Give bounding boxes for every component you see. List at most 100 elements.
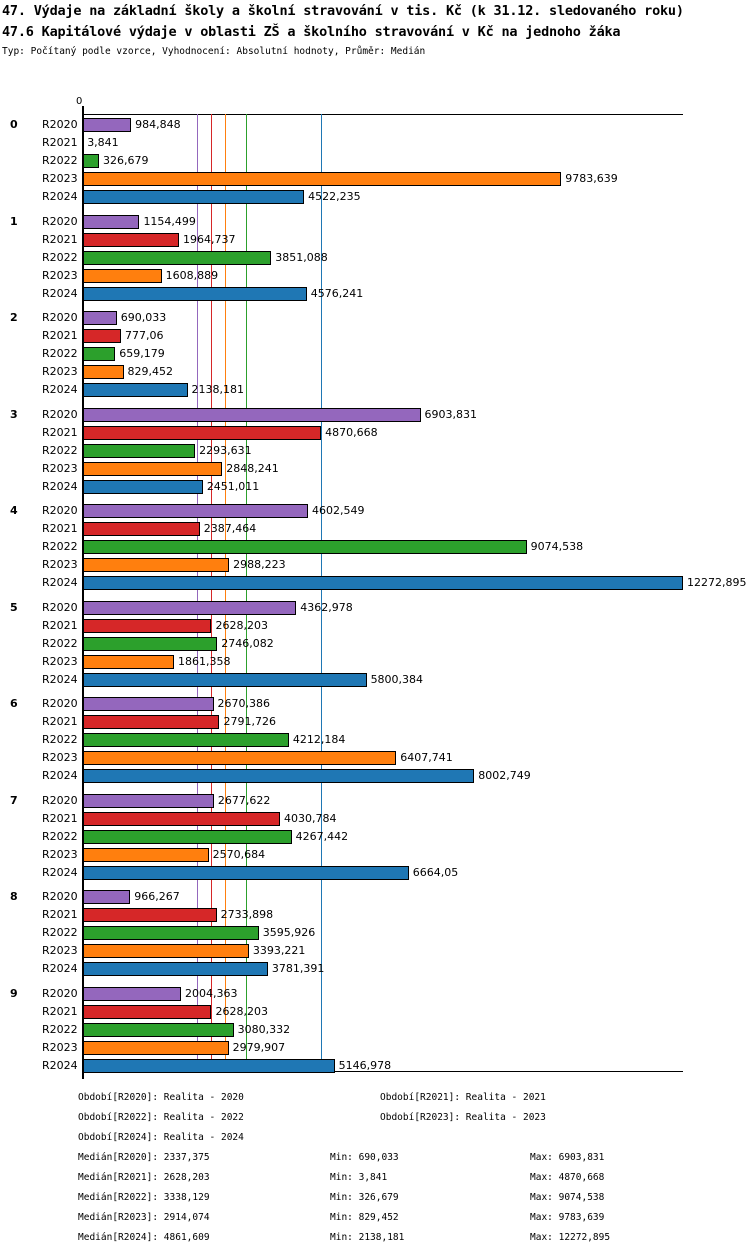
group-label: 4 (10, 504, 18, 517)
bar-r2024[interactable] (83, 576, 683, 591)
legend-min-value: Min: 2138,181 (330, 1232, 405, 1243)
bar-r2021[interactable] (83, 811, 281, 826)
page-subtitle: 47.6 Kapitálové výdaje v oblasti ZŠ a šk… (2, 24, 621, 40)
bar-value-label: 2746,082 (221, 636, 274, 650)
bar-r2022[interactable] (83, 829, 292, 844)
bar-r2024[interactable] (83, 383, 188, 398)
bar-row-label: R2022 (42, 1022, 78, 1036)
bar-r2020[interactable] (83, 793, 214, 808)
bar-r2021[interactable] (83, 1004, 212, 1019)
bar-r2020[interactable] (83, 890, 131, 904)
bar-value-label: 6903,831 (424, 407, 478, 421)
bar-r2023[interactable] (83, 365, 124, 380)
bar-r2023[interactable] (83, 847, 209, 862)
bar-r2022[interactable] (83, 926, 259, 941)
bar-row-label: R2020 (42, 697, 78, 710)
bar-row: R2023 2570,684 (0, 847, 750, 862)
bar-value-label: 3,841 (87, 136, 119, 150)
bar-row: R2022 2293,631 (0, 443, 750, 458)
bar-r2024[interactable] (83, 286, 307, 301)
bar-value-label: 4267,442 (295, 829, 349, 843)
bar-row-label: R2023 (42, 847, 78, 861)
bar-r2022[interactable] (83, 636, 218, 651)
page-title: 47. Výdaje na základní školy a školní st… (2, 3, 684, 19)
bar-r2022[interactable] (83, 250, 272, 265)
legend-min-value: Min: 690,033 (330, 1152, 399, 1163)
bar-r2021[interactable] (83, 329, 121, 344)
bar-row-label: R2024 (42, 286, 78, 300)
bar-r2022[interactable] (83, 443, 196, 458)
bar-r2020[interactable] (83, 986, 181, 1001)
bar-r2020[interactable] (83, 697, 214, 711)
bar-row-label: R2024 (42, 190, 78, 204)
bar-row-label: R2024 (42, 1058, 78, 1072)
bar-r2022[interactable] (83, 733, 289, 748)
bar-row: R2024 3781,391 (0, 962, 750, 977)
chart-legend: Období[R2020]: Realita - 2020 Období[R202… (0, 1088, 750, 1248)
bar-row: R2021 777,06 (0, 329, 750, 344)
bar-r2024[interactable] (83, 962, 268, 977)
axis-y-line (82, 106, 84, 1079)
bar-r2024[interactable] (83, 190, 305, 205)
bar-r2021[interactable] (83, 715, 220, 730)
bar-r2023[interactable] (83, 654, 174, 669)
bar-r2020[interactable] (83, 504, 308, 518)
bar-r2024[interactable] (83, 865, 409, 880)
bar-row: R2024 5146,978 (0, 1058, 750, 1073)
bar-r2023[interactable] (83, 1040, 229, 1055)
bar-r2023[interactable] (83, 172, 562, 187)
bar-value-label: 2628,203 (215, 618, 268, 632)
bar-row-label: R2023 (42, 558, 78, 572)
bar-row-label: R2024 (42, 769, 78, 783)
bar-r2020[interactable] (83, 311, 117, 325)
bar-r2023[interactable] (83, 558, 230, 573)
bar-value-label: 2979,907 (232, 1040, 286, 1054)
bar-r2022[interactable] (83, 154, 99, 169)
bar-r2020[interactable] (83, 600, 297, 615)
group-label: 8 (10, 890, 18, 903)
bar-row: R2024 8002,749 (0, 769, 750, 784)
bar-r2021[interactable] (83, 618, 212, 633)
bar-r2023[interactable] (83, 268, 162, 283)
bar-row-label: R2020 (42, 118, 78, 131)
bar-r2020[interactable] (83, 118, 132, 132)
bar-row: R2020 2677,622 (0, 793, 750, 808)
bar-row: R2024 5800,384 (0, 672, 750, 687)
bar-value-label: 2004,363 (184, 986, 238, 1000)
bar-row: R2020 2670,386 (0, 697, 750, 711)
bar-value-label: 829,452 (127, 365, 174, 379)
bar-value-label: 12272,895 (687, 576, 747, 590)
bar-value-label: 2138,181 (191, 383, 245, 397)
bar-r2020[interactable] (83, 407, 421, 422)
bar-r2020[interactable] (83, 214, 140, 229)
bar-value-label: 3595,926 (262, 926, 316, 940)
bar-r2021[interactable] (83, 232, 180, 247)
bar-row: R2021 3,841 (0, 136, 750, 150)
bar-row-label: R2021 (42, 715, 78, 729)
bar-r2024[interactable] (83, 479, 203, 494)
bar-r2023[interactable] (83, 944, 249, 959)
bar-value-label: 6407,741 (400, 751, 453, 765)
bar-r2024[interactable] (83, 1058, 335, 1073)
bar-r2022[interactable] (83, 1022, 234, 1037)
bar-value-label: 2988,223 (233, 558, 286, 572)
legend-series-entry: Období[R2020]: Realita - 2020 (78, 1092, 244, 1103)
bar-r2024[interactable] (83, 769, 475, 784)
bar-r2023[interactable] (83, 461, 223, 476)
bar-r2022[interactable] (83, 347, 116, 362)
bar-value-label: 777,06 (124, 329, 164, 343)
bar-value-label: 326,679 (102, 154, 149, 168)
legend-max-value: Max: 9783,639 (530, 1212, 605, 1223)
bar-row: R2023 3393,221 (0, 944, 750, 959)
bar-row-label: R2020 (42, 214, 78, 228)
axis-top-line (82, 114, 683, 115)
bar-r2024[interactable] (83, 672, 367, 687)
bar-r2021[interactable] (83, 908, 217, 923)
bar-r2021[interactable] (83, 425, 322, 440)
bar-r2022[interactable] (83, 540, 527, 555)
bar-row: R2023 829,452 (0, 365, 750, 380)
bar-value-label: 2570,684 (212, 847, 266, 861)
bar-r2023[interactable] (83, 751, 397, 766)
bar-row: R2023 2848,241 (0, 461, 750, 476)
bar-r2021[interactable] (83, 522, 200, 537)
